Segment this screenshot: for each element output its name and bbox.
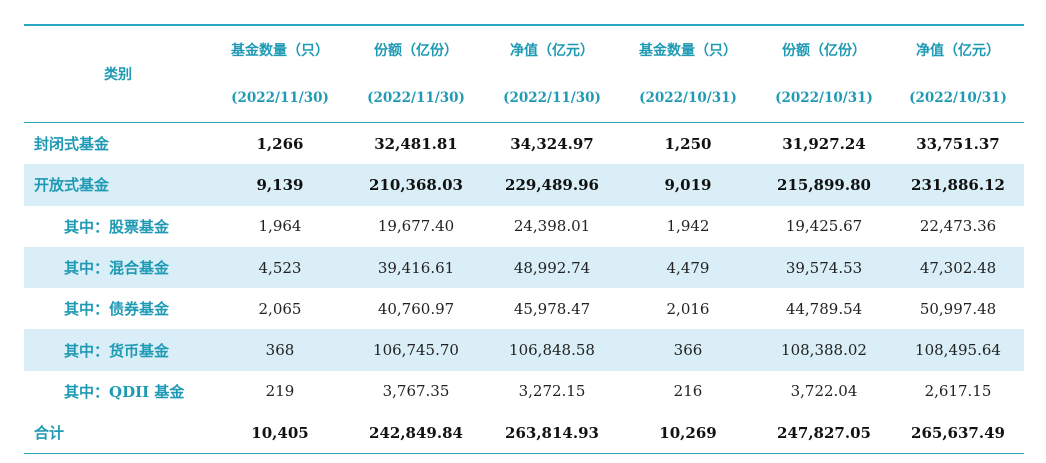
cell-value: 215,899.80 [756,164,892,206]
row-label: 封闭式基金 [34,135,110,154]
category-header: 类别 [24,24,212,123]
cell-value: 4,523 [212,246,348,289]
cell-value: 3,722.04 [790,382,858,401]
column-header-date: (2022/10/31) [639,89,737,106]
cell-value: 3,767.35 [382,382,450,401]
row-label: 其中：股票基金 [64,217,170,236]
cell-value: 45,978.47 [513,299,591,318]
cell-value: 31,927.24 [782,134,866,153]
cell-value: 1,250 [664,134,712,153]
cell-value: 265,637.49 [892,412,1024,455]
cell-value: 10,405 [212,412,348,455]
cell-value: 219 [265,382,295,401]
cell-value: 366 [620,329,756,371]
cell-value: 19,425.67 [785,217,863,236]
cell-value: 4,479 [620,246,756,289]
cell-value: 231,886.12 [892,164,1024,206]
row-label: 开放式基金 [24,164,212,206]
table-row-bond-funds: 其中：债券基金 2,065 40,760.97 45,978.47 2,016 … [24,288,1024,329]
table-row-money-market-funds: 其中：货币基金 368 106,745.70 106,848.58 366 10… [24,329,1024,371]
column-header-title: 份额（亿份） [756,24,892,73]
column-header-title: 基金数量（只） [212,24,348,73]
cell-value: 1,964 [258,217,302,236]
cell-value: 216 [673,382,703,401]
cell-value: 40,760.97 [377,299,455,318]
cell-value: 9,139 [212,164,348,206]
cell-value: 47,302.48 [892,246,1024,289]
cell-value: 106,745.70 [348,329,484,371]
cell-value: 50,997.48 [919,299,997,318]
cell-value: 247,827.05 [756,412,892,455]
cell-value: 34,324.97 [510,134,594,153]
column-header-title: 份额（亿份） [348,24,484,73]
table-row-qdii-funds: 其中：QDII 基金 219 3,767.35 3,272.15 216 3,7… [24,371,1024,412]
table-body: 封闭式基金 1,266 32,481.81 34,324.97 1,250 31… [24,123,1024,455]
column-header-title: 净值（亿元） [892,24,1024,73]
fund-statistics-table: 类别 基金数量（只） 份额（亿份） 净值（亿元） 基金数量（只） 份额（亿份） … [24,24,1024,455]
cell-value: 263,814.93 [484,412,620,455]
cell-value: 22,473.36 [919,217,997,236]
cell-value: 39,416.61 [348,246,484,289]
column-header-date: (2022/11/30) [231,89,329,106]
cell-value: 368 [212,329,348,371]
cell-value: 2,016 [666,299,710,318]
cell-value: 1,942 [666,217,710,236]
cell-value: 106,848.58 [484,329,620,371]
column-header-date: (2022/11/30) [503,89,601,106]
cell-value: 24,398.01 [513,217,591,236]
table-row-closed-end-funds: 封闭式基金 1,266 32,481.81 34,324.97 1,250 31… [24,123,1024,165]
column-header-date: (2022/11/30) [367,89,465,106]
cell-value: 3,272.15 [518,382,586,401]
cell-value: 19,677.40 [377,217,455,236]
row-label: 其中：混合基金 [24,246,212,289]
header-row-titles: 类别 基金数量（只） 份额（亿份） 净值（亿元） 基金数量（只） 份额（亿份） … [24,24,1024,123]
cell-value: 10,269 [620,412,756,455]
row-label: 其中：货币基金 [24,329,212,371]
cell-value: 33,751.37 [916,134,1000,153]
fund-statistics-table-container: 类别 基金数量（只） 份额（亿份） 净值（亿元） 基金数量（只） 份额（亿份） … [24,24,1024,455]
cell-value: 2,617.15 [924,382,992,401]
table-header: 类别 基金数量（只） 份额（亿份） 净值（亿元） 基金数量（只） 份额（亿份） … [24,24,1024,123]
cell-value: 32,481.81 [374,134,458,153]
header-row-dates: (2022/11/30) (2022/11/30) (2022/11/30) (… [24,73,1024,123]
table-row-hybrid-funds: 其中：混合基金 4,523 39,416.61 48,992.74 4,479 … [24,246,1024,289]
table-row-total: 合计 10,405 242,849.84 263,814.93 10,269 2… [24,412,1024,455]
row-label: 合计 [24,412,212,455]
cell-value: 108,495.64 [892,329,1024,371]
cell-value: 108,388.02 [756,329,892,371]
cell-value: 210,368.03 [348,164,484,206]
cell-value: 44,789.54 [785,299,863,318]
cell-value: 2,065 [258,299,302,318]
cell-value: 39,574.53 [756,246,892,289]
cell-value: 242,849.84 [348,412,484,455]
column-header-title: 基金数量（只） [620,24,756,73]
column-header-date: (2022/10/31) [909,89,1007,106]
table-row-open-end-funds: 开放式基金 9,139 210,368.03 229,489.96 9,019 … [24,164,1024,206]
row-label: 其中：QDII 基金 [64,382,185,401]
cell-value: 1,266 [256,134,304,153]
row-label: 其中：债券基金 [64,300,170,319]
cell-value: 9,019 [620,164,756,206]
table-row-stock-funds: 其中：股票基金 1,964 19,677.40 24,398.01 1,942 … [24,206,1024,247]
cell-value: 229,489.96 [484,164,620,206]
column-header-date: (2022/10/31) [775,89,873,106]
cell-value: 48,992.74 [484,246,620,289]
column-header-title: 净值（亿元） [484,24,620,73]
